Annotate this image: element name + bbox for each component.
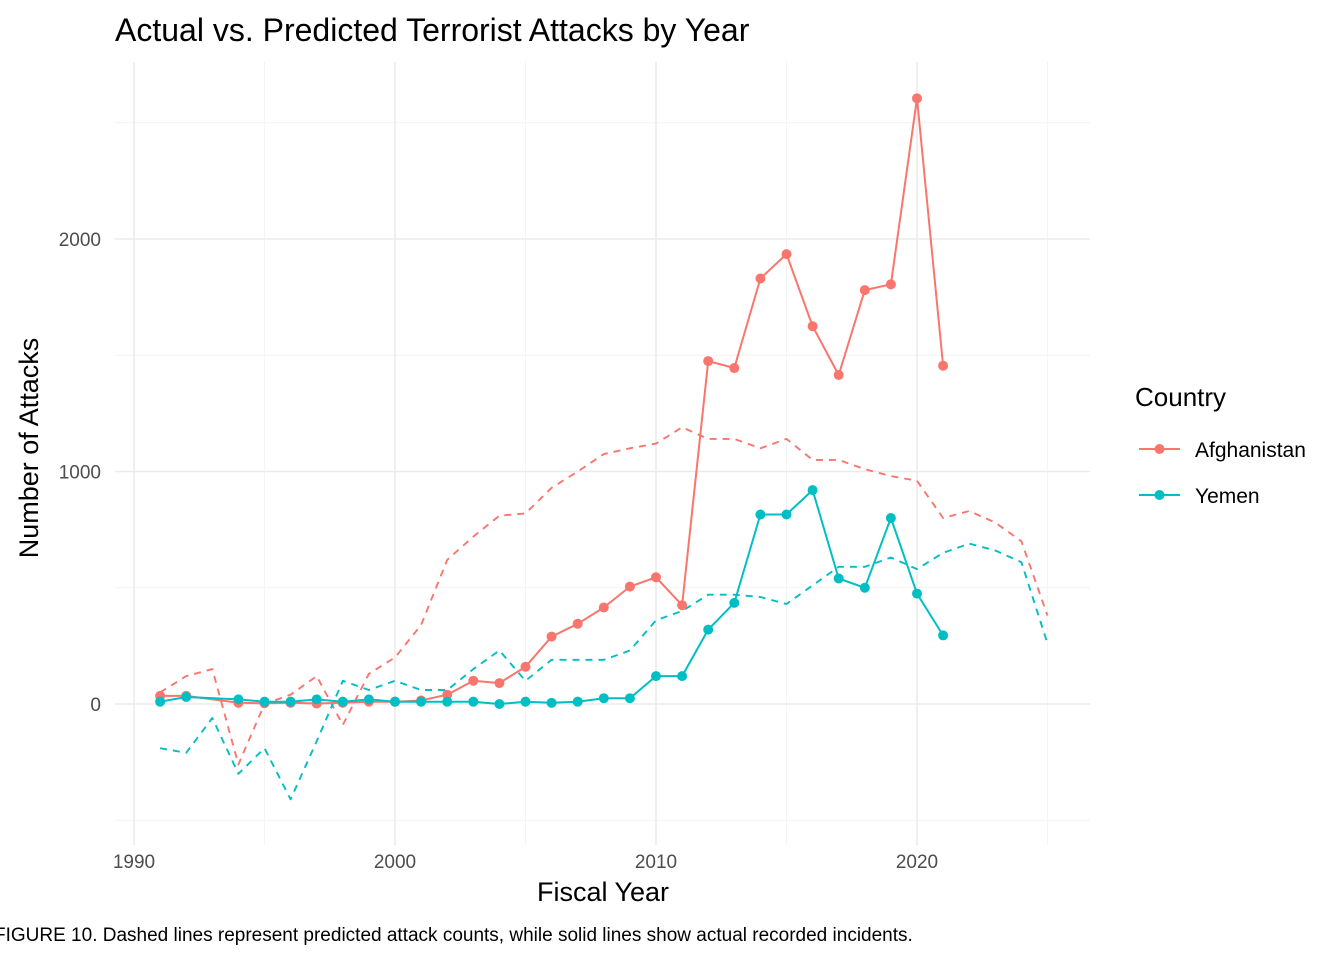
legend-item-afghanistan: Afghanistan (1139, 439, 1306, 462)
data-point-yemen (572, 696, 583, 707)
data-point-afghanistan (442, 689, 453, 700)
data-point-afghanistan (833, 370, 844, 381)
x-tick-label: 2020 (896, 852, 938, 873)
series-afghanistan-actual (155, 93, 949, 709)
data-point-afghanistan (651, 572, 661, 583)
data-point-afghanistan (598, 602, 609, 613)
y-tick-label: 1000 (59, 463, 101, 484)
data-point-yemen (494, 699, 505, 709)
data-point-yemen (233, 694, 244, 705)
y-tick-label: 2000 (59, 230, 101, 251)
data-point-afghanistan (807, 321, 818, 332)
data-point-afghanistan (520, 661, 531, 672)
data-point-yemen (520, 696, 531, 707)
series-line-yemen-actual (159, 489, 944, 705)
data-point-afghanistan (468, 675, 479, 686)
plot-grid (115, 62, 1090, 845)
figure-caption: FIGURE 10. Dashed lines represent predic… (0, 925, 913, 946)
data-point-yemen (755, 509, 766, 520)
legend-items: Afghanistan Yemen (1139, 439, 1306, 508)
data-point-afghanistan (546, 631, 557, 642)
data-point-afghanistan (624, 581, 635, 592)
x-tick-label: 2010 (635, 852, 677, 873)
data-point-afghanistan (938, 360, 949, 371)
data-point-yemen (807, 485, 818, 496)
data-point-afghanistan (703, 356, 714, 367)
data-point-yemen (624, 693, 635, 704)
data-point-yemen (416, 696, 427, 707)
data-point-yemen (285, 696, 296, 707)
data-point-yemen (859, 582, 870, 593)
series-yemen-actual (155, 485, 949, 709)
x-axis-title: Fiscal Year (537, 877, 669, 907)
data-point-afghanistan (885, 279, 896, 290)
data-point-yemen (729, 597, 740, 608)
y-axis-ticks: 0 1000 2000 (59, 230, 101, 716)
data-point-afghanistan (859, 285, 870, 296)
x-tick-label: 1990 (113, 852, 155, 873)
data-point-yemen (468, 696, 479, 707)
data-point-yemen (598, 693, 609, 704)
data-point-yemen (259, 696, 270, 707)
series-line-afghanistan-predicted (159, 426, 1049, 766)
data-point-yemen (833, 573, 844, 584)
series-line-yemen-predicted (159, 542, 1049, 801)
x-axis-ticks: 1990 2000 2010 2020 (113, 852, 938, 873)
data-point-afghanistan (912, 93, 922, 104)
data-point-yemen (885, 513, 896, 523)
legend-key-point (1154, 444, 1165, 454)
data-point-yemen (442, 696, 453, 707)
y-axis-title: Number of Attacks (14, 338, 44, 559)
data-point-yemen (677, 671, 688, 682)
data-point-yemen (703, 624, 714, 635)
data-point-yemen (546, 697, 557, 708)
data-point-afghanistan (729, 363, 740, 374)
data-point-yemen (363, 694, 374, 705)
legend-label: Yemen (1195, 485, 1260, 508)
series-layer (155, 93, 1049, 801)
legend-key-point (1154, 490, 1165, 500)
chart-title: Actual vs. Predicted Terrorist Attacks b… (115, 12, 750, 48)
data-point-afghanistan (781, 249, 792, 260)
data-point-afghanistan (572, 618, 583, 629)
data-point-yemen (651, 671, 661, 682)
y-tick-label: 0 (90, 695, 101, 716)
legend: Country Afghanistan Yemen (1135, 382, 1306, 508)
legend-title: Country (1135, 382, 1226, 412)
legend-item-yemen: Yemen (1139, 485, 1260, 508)
data-point-yemen (781, 509, 792, 520)
data-point-yemen (181, 692, 192, 703)
series-afghanistan-predicted (159, 426, 1049, 766)
data-point-afghanistan (494, 678, 505, 689)
data-point-yemen (311, 694, 322, 705)
data-point-afghanistan (755, 273, 766, 284)
data-point-afghanistan (677, 600, 688, 611)
series-line-afghanistan-actual (160, 97, 945, 705)
series-yemen-predicted (159, 542, 1049, 801)
data-point-yemen (155, 696, 166, 707)
legend-label: Afghanistan (1195, 439, 1306, 462)
data-point-yemen (938, 630, 949, 641)
data-point-yemen (390, 696, 400, 707)
data-point-yemen (337, 696, 348, 707)
x-tick-label: 2000 (374, 852, 416, 873)
data-point-yemen (912, 588, 922, 599)
